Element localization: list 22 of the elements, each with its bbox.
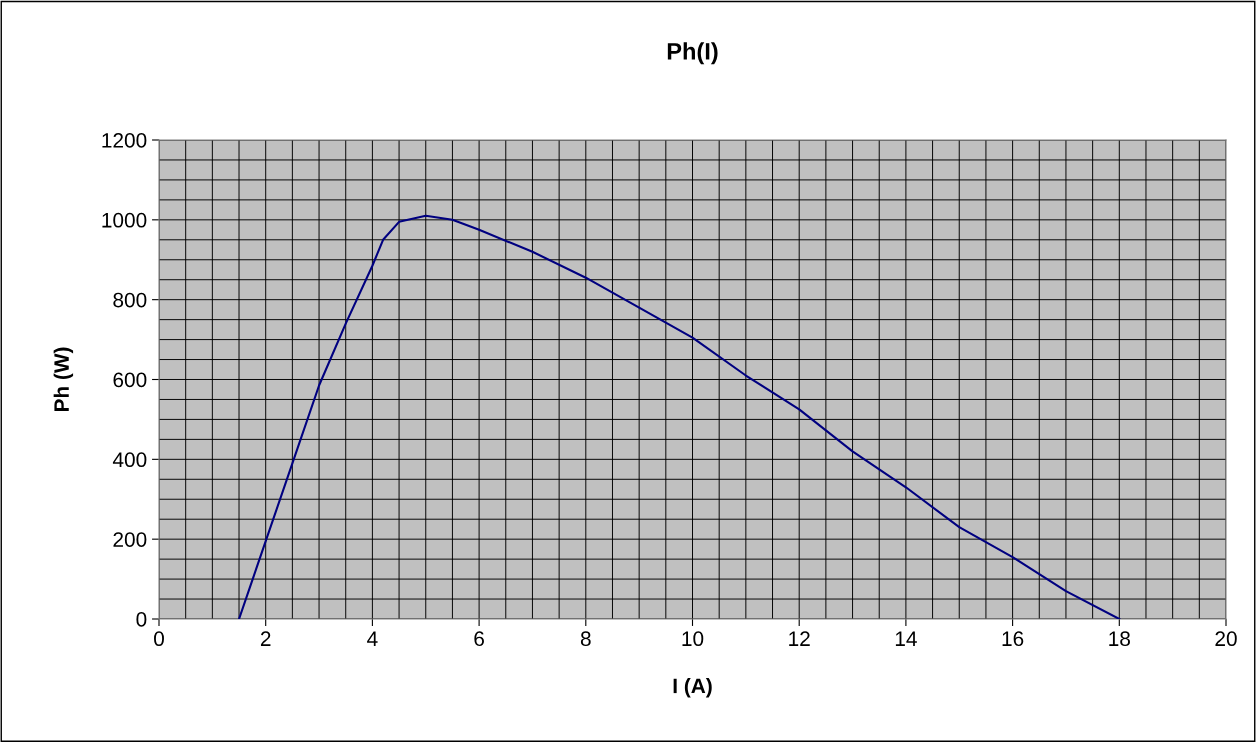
y-tick-label: 1000 [102, 212, 147, 228]
x-tick-label: 10 [682, 631, 704, 647]
x-tick-label: 4 [367, 631, 378, 646]
chart-title: Ph(I) [667, 42, 718, 65]
y-tick-label: 400 [112, 452, 147, 468]
y-tick-label: 800 [113, 292, 147, 308]
y-tick-label: 600 [113, 372, 147, 388]
x-tick-label: 20 [1215, 631, 1237, 647]
x-tick-label: 12 [789, 631, 810, 646]
x-tick-label: 8 [580, 631, 591, 647]
x-axis-title: I (A) [673, 678, 712, 698]
x-tick-label: 0 [154, 631, 164, 647]
y-tick-label: 200 [113, 532, 147, 547]
x-tick-label: 6 [474, 631, 484, 647]
x-tick-label: 18 [1109, 631, 1130, 647]
x-tick-label: 16 [1002, 631, 1024, 647]
y-tick-label: 0 [136, 612, 147, 627]
y-axis-title: Ph (W) [53, 347, 74, 412]
y-tick-label: 1200 [102, 133, 147, 148]
x-tick-label: 14 [895, 631, 917, 646]
line-series [237, 214, 1121, 619]
x-tick-label: 2 [260, 631, 271, 646]
